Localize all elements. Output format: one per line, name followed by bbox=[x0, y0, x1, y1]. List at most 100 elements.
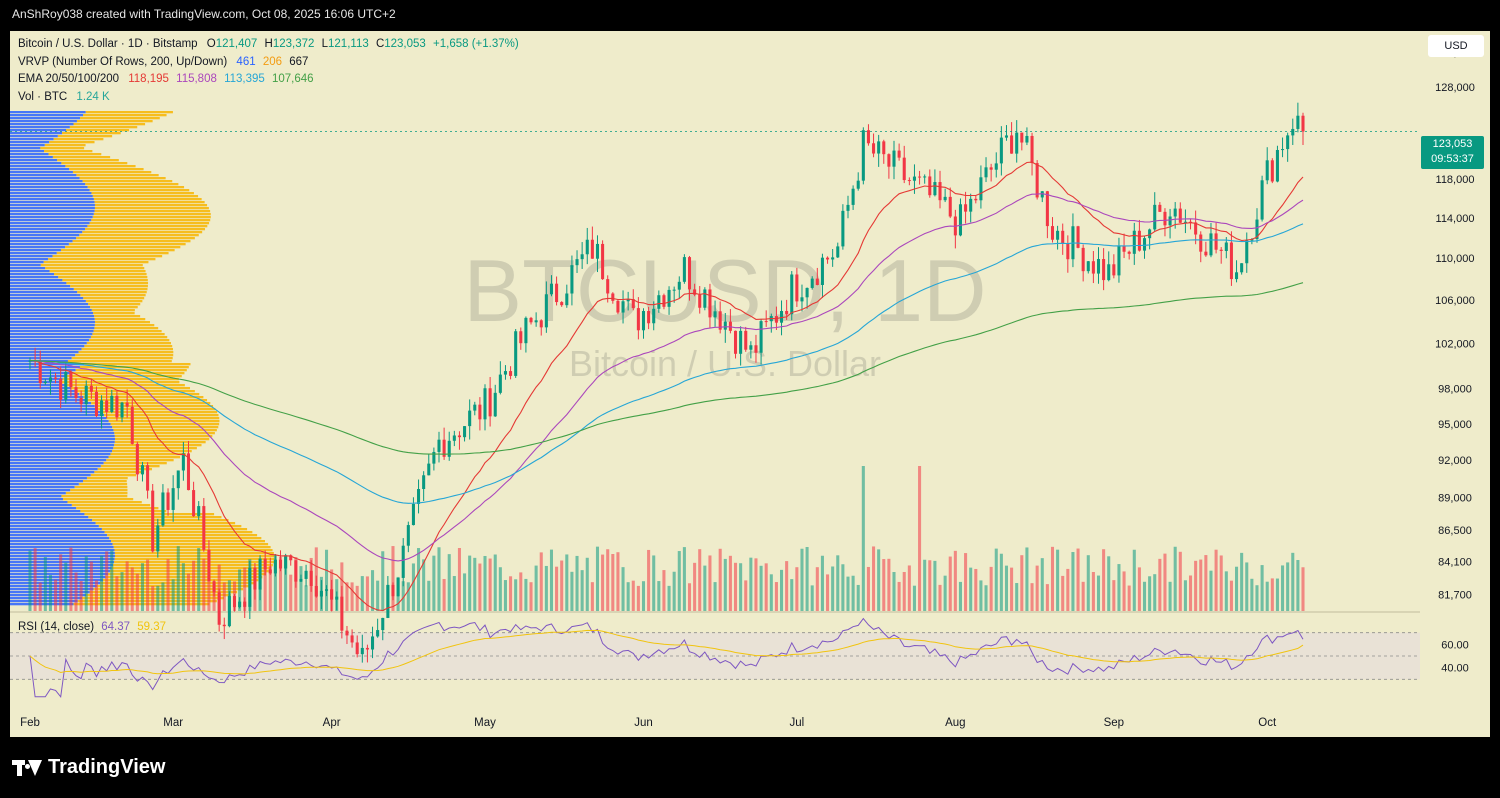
volume-bar bbox=[687, 583, 692, 611]
volume-bar bbox=[202, 558, 206, 611]
volume-bar bbox=[243, 567, 247, 611]
volume-bar bbox=[1045, 584, 1049, 611]
vrvp-up-bar bbox=[10, 258, 49, 261]
ema-row[interactable]: EMA 20/50/100/200 118,195 115,808 113,39… bbox=[18, 71, 519, 89]
candle-body bbox=[227, 596, 231, 627]
vrvp-up-bar bbox=[10, 228, 86, 231]
vrvp-down-bar bbox=[82, 480, 127, 483]
vrvp-down-bar bbox=[94, 471, 145, 474]
volume-bar bbox=[657, 581, 661, 611]
volume-bar bbox=[197, 548, 201, 611]
candle-body bbox=[1178, 208, 1182, 223]
volume-bar bbox=[447, 554, 451, 611]
volume-bar bbox=[979, 580, 983, 611]
symbol-label: Bitcoin / U.S. Dollar · 1D · Bitstamp bbox=[18, 38, 198, 50]
volume-bar bbox=[84, 556, 88, 611]
vrvp-up-bar bbox=[10, 450, 113, 453]
volume-bar bbox=[304, 585, 308, 611]
candle-body bbox=[544, 294, 548, 328]
vrvp-down-bar bbox=[113, 546, 271, 549]
vrvp-down-bar bbox=[91, 402, 211, 405]
vrvp-down-bar bbox=[58, 276, 148, 279]
vrvp-up-bar bbox=[10, 279, 63, 282]
time-tick-label: Sep bbox=[1104, 717, 1124, 729]
ema-label: EMA 20/50/100/200 bbox=[18, 73, 120, 85]
candle-body bbox=[212, 581, 216, 593]
vrvp-up-bar bbox=[10, 264, 41, 267]
vrvp-up-bar bbox=[10, 306, 91, 309]
vrvp-up-bar bbox=[10, 318, 95, 321]
candle-body bbox=[360, 647, 364, 655]
vrvp-up-bar bbox=[10, 261, 44, 264]
volume-bar bbox=[1178, 551, 1182, 611]
candle-body bbox=[1137, 230, 1141, 251]
symbol-row[interactable]: Bitcoin / U.S. Dollar · 1D · Bitstamp O1… bbox=[18, 36, 519, 54]
vrvp-up-bar bbox=[10, 519, 93, 522]
vrvp-up-bar bbox=[10, 195, 93, 198]
candle-body bbox=[943, 196, 947, 201]
candle-body bbox=[636, 308, 640, 331]
last-price-tag: 123,053 09:53:37 bbox=[1421, 136, 1484, 169]
volume-bar bbox=[744, 580, 748, 611]
volume-bar bbox=[263, 567, 267, 611]
volume-bar bbox=[539, 552, 543, 611]
candle-body bbox=[1199, 234, 1203, 252]
candle-body bbox=[1229, 242, 1233, 280]
candle-body bbox=[340, 596, 344, 631]
volume-bar bbox=[1030, 583, 1034, 611]
volume-bar bbox=[892, 572, 896, 611]
candle-body bbox=[1107, 264, 1111, 281]
volume-bar bbox=[601, 554, 605, 611]
candle-body bbox=[156, 525, 160, 552]
candle-body bbox=[442, 439, 446, 457]
vrvp-down-bar bbox=[93, 198, 202, 201]
vrvp-down-bar bbox=[83, 396, 204, 399]
candle-body bbox=[560, 302, 564, 306]
candle-body bbox=[938, 182, 942, 201]
vrvp-up-bar bbox=[10, 543, 113, 546]
volume-bar bbox=[1265, 581, 1269, 611]
candle-body bbox=[319, 590, 323, 597]
vrvp-up-bar bbox=[10, 213, 94, 216]
vrvp-up-bar bbox=[10, 471, 95, 474]
volume-bar bbox=[534, 565, 538, 611]
currency-button[interactable]: USD bbox=[1428, 35, 1484, 57]
vrvp-down-bar bbox=[90, 474, 137, 477]
volume-bar bbox=[69, 547, 73, 611]
volume-bar bbox=[355, 585, 359, 611]
vrvp-down-bar bbox=[106, 459, 174, 462]
vrvp-up-bar bbox=[10, 225, 88, 228]
candle-body bbox=[836, 246, 840, 258]
candle-body bbox=[1081, 247, 1085, 272]
candle-body bbox=[728, 321, 732, 331]
candle-body bbox=[304, 570, 308, 579]
vrvp-up-bar bbox=[10, 513, 85, 516]
vrvp-row[interactable]: VRVP (Number Of Rows, 200, Up/Down) 461 … bbox=[18, 54, 519, 72]
volume-bar bbox=[1071, 552, 1075, 611]
vrvp-down-bar bbox=[66, 129, 130, 132]
volume-row[interactable]: Vol · BTC 1.24 K bbox=[18, 89, 519, 107]
vrvp-up-bar bbox=[10, 168, 70, 171]
tradingview-logo[interactable]: TradingView bbox=[12, 756, 165, 779]
volume-bar bbox=[611, 554, 615, 611]
vrvp-down-bar bbox=[80, 117, 160, 120]
volume-bar bbox=[151, 585, 155, 611]
vrvp-up-bar bbox=[10, 207, 95, 210]
volume-bar bbox=[284, 555, 288, 611]
candle-body bbox=[606, 279, 610, 294]
volume-bar bbox=[565, 554, 569, 611]
vrvp-down-bar bbox=[94, 321, 150, 324]
ema-line-50 bbox=[29, 193, 1304, 562]
candle-body bbox=[948, 196, 952, 217]
vrvp-down-bar bbox=[87, 225, 208, 228]
candle-body bbox=[406, 525, 410, 546]
ohlc-c-label: C bbox=[375, 38, 385, 50]
volume-bar bbox=[135, 573, 139, 611]
rsi-legend[interactable]: RSI (14, close) 64.37 59.37 bbox=[18, 621, 166, 633]
vrvp-up-bar bbox=[10, 216, 93, 219]
price-tick-label: 114,000 bbox=[1436, 213, 1475, 225]
candle-body bbox=[1050, 226, 1055, 240]
volume-bar bbox=[411, 563, 415, 611]
